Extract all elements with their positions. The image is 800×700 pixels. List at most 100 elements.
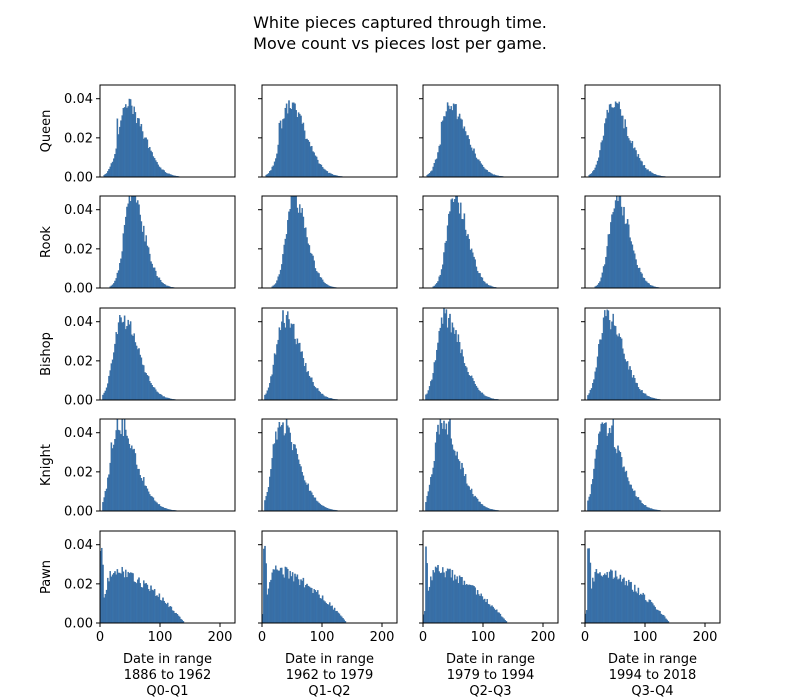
histogram-bar bbox=[132, 573, 134, 624]
histogram-bar bbox=[131, 334, 133, 401]
histogram-bar bbox=[313, 260, 315, 289]
histogram-bar bbox=[619, 336, 622, 401]
histogram-bar bbox=[620, 457, 623, 512]
histogram-bar bbox=[336, 610, 338, 624]
histogram-bar bbox=[482, 394, 485, 401]
histogram-bar bbox=[438, 145, 440, 178]
histogram-bar bbox=[111, 448, 114, 512]
histogram-bar bbox=[114, 280, 116, 289]
histogram-bar bbox=[436, 349, 438, 401]
histogram-bar bbox=[141, 131, 144, 178]
histogram-bar bbox=[625, 223, 628, 289]
histogram-bar bbox=[431, 379, 433, 401]
histogram-bar bbox=[604, 264, 606, 289]
panel-bishop-1: 0.00 0.02 0.04 Bishop bbox=[39, 307, 236, 409]
histogram-bar bbox=[640, 160, 642, 178]
histogram-bar bbox=[484, 506, 486, 512]
histogram-bar bbox=[424, 611, 426, 624]
histogram-bar bbox=[655, 609, 658, 624]
histogram-bar bbox=[659, 611, 661, 624]
histogram-bar bbox=[634, 584, 636, 624]
histogram-bar bbox=[175, 612, 177, 624]
histogram-bar bbox=[141, 480, 144, 512]
histogram-bar bbox=[634, 490, 636, 512]
histogram-bar bbox=[475, 266, 478, 289]
histogram-bar bbox=[161, 169, 163, 178]
histogram-bar bbox=[610, 329, 612, 401]
histogram-bar bbox=[319, 503, 321, 512]
histogram-bar bbox=[486, 599, 488, 624]
histogram-bar bbox=[139, 583, 141, 624]
histogram-bar bbox=[303, 587, 306, 624]
histogram-bar bbox=[319, 391, 321, 401]
histogram-bar bbox=[462, 356, 464, 401]
histogram-bar bbox=[276, 569, 278, 624]
x-tick-label: 200 bbox=[208, 630, 233, 645]
histogram-bar bbox=[638, 267, 641, 289]
row-label-knight: Knight bbox=[39, 444, 54, 486]
histogram-bar bbox=[607, 112, 610, 178]
chart-title-line-2: Move count vs pieces lost per game. bbox=[253, 34, 547, 53]
histogram-bar bbox=[617, 336, 619, 401]
histogram-bar bbox=[312, 151, 314, 178]
histogram-bar bbox=[272, 364, 275, 401]
histogram-bar bbox=[156, 276, 158, 289]
histogram-bar bbox=[473, 496, 475, 512]
histogram-bar bbox=[127, 106, 129, 178]
histogram-bar bbox=[119, 572, 121, 624]
histogram-bar bbox=[275, 565, 277, 624]
histogram-bar bbox=[485, 602, 487, 624]
histogram-bar bbox=[161, 282, 163, 289]
histogram-bar bbox=[144, 372, 146, 401]
histogram-bar bbox=[602, 317, 605, 401]
histogram-bar bbox=[600, 142, 602, 178]
histogram-bar bbox=[629, 484, 631, 512]
histogram-bar bbox=[626, 477, 629, 512]
histogram-bar bbox=[150, 585, 152, 624]
histogram-bar bbox=[449, 109, 451, 178]
histogram-bar bbox=[470, 147, 473, 178]
histogram-bar bbox=[601, 140, 604, 178]
histogram-bar bbox=[631, 140, 634, 178]
histogram-bar bbox=[490, 172, 492, 178]
histogram-bar bbox=[476, 498, 479, 512]
histogram-bar bbox=[134, 453, 137, 512]
histogram-bar bbox=[116, 118, 119, 178]
histogram-bar bbox=[599, 150, 601, 178]
histogram-bar bbox=[105, 173, 108, 178]
histogram-bar bbox=[295, 110, 297, 178]
histogram-bar bbox=[467, 234, 469, 289]
histogram-bar bbox=[105, 488, 108, 512]
histogram-bar bbox=[630, 369, 632, 401]
histogram-bar bbox=[143, 477, 145, 512]
panel-frame bbox=[99, 418, 236, 512]
histogram-bar bbox=[102, 564, 104, 624]
histogram-bar bbox=[153, 158, 156, 178]
panel-frame bbox=[584, 84, 721, 178]
histogram-bar bbox=[171, 610, 174, 624]
histogram-bar bbox=[107, 383, 109, 401]
histogram-bar bbox=[605, 422, 607, 512]
histogram-bar bbox=[320, 164, 323, 178]
histogram-bar bbox=[325, 283, 327, 289]
histogram-bar bbox=[636, 264, 638, 289]
histogram-bar bbox=[427, 390, 430, 401]
histogram-bar bbox=[151, 589, 153, 624]
histogram-bar bbox=[462, 219, 464, 289]
histogram-bar bbox=[493, 608, 496, 624]
histogram-bar bbox=[318, 163, 320, 178]
histogram-bar bbox=[135, 345, 138, 401]
histogram-bar bbox=[143, 365, 145, 401]
histogram-bar bbox=[470, 585, 473, 624]
histogram-bar bbox=[614, 101, 617, 178]
histogram-bar bbox=[323, 600, 325, 624]
histogram-bar bbox=[473, 380, 475, 401]
histogram-bar bbox=[650, 602, 653, 624]
histogram-bar bbox=[632, 490, 635, 512]
histogram-bar bbox=[271, 374, 273, 401]
histogram-bar bbox=[623, 353, 625, 401]
histogram-bar bbox=[644, 393, 647, 401]
histogram-bar bbox=[455, 455, 457, 512]
histogram-bar bbox=[168, 607, 170, 624]
